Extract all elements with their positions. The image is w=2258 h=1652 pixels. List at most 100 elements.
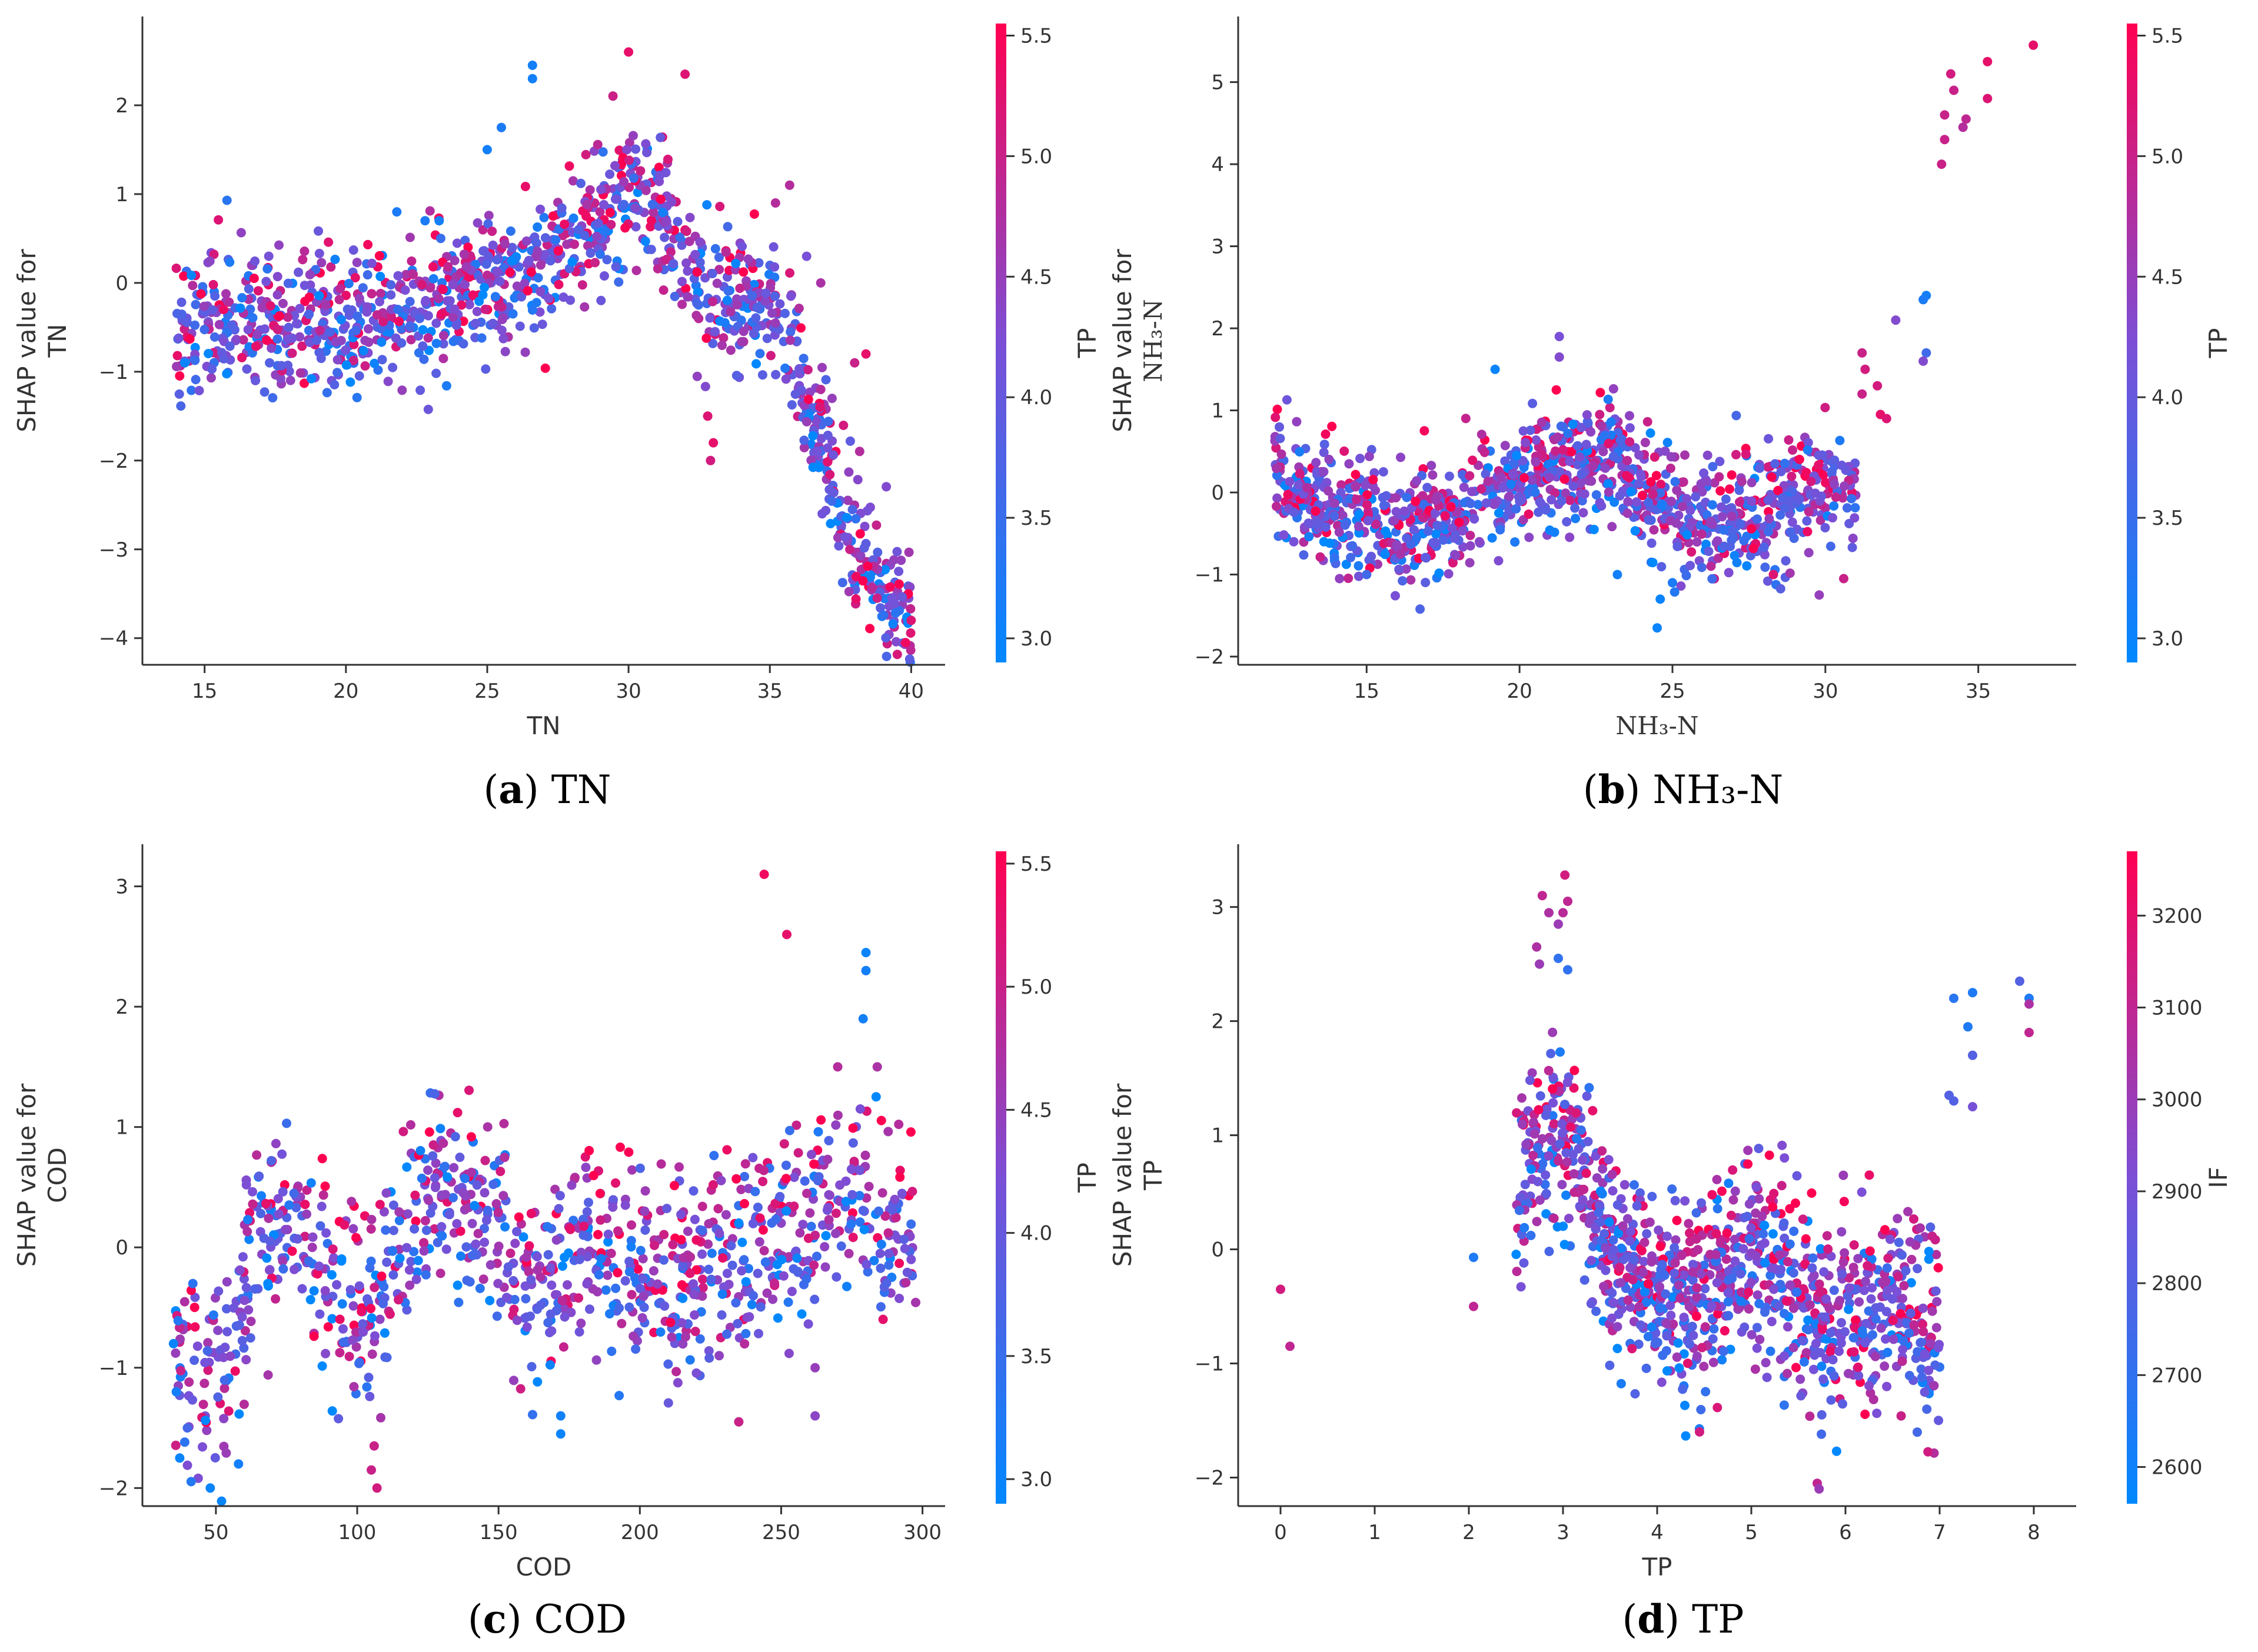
data-point — [1815, 1287, 1825, 1297]
data-point — [193, 1473, 203, 1483]
data-point — [1853, 1363, 1863, 1372]
data-point — [1568, 419, 1578, 429]
data-point — [1924, 1254, 1934, 1264]
data-point — [658, 208, 668, 218]
data-point — [526, 1275, 536, 1285]
data-point — [507, 256, 517, 266]
data-point — [734, 1417, 744, 1427]
data-point — [678, 1261, 688, 1271]
data-point — [890, 608, 900, 618]
data-point — [1933, 1343, 1943, 1353]
data-point — [1465, 471, 1475, 481]
data-point — [1940, 110, 1950, 120]
data-point — [315, 325, 325, 335]
data-point — [1500, 456, 1510, 466]
data-point — [890, 1194, 900, 1204]
data-point — [640, 237, 650, 246]
data-point — [697, 1225, 707, 1235]
data-point — [678, 1339, 688, 1349]
data-point — [1605, 1360, 1615, 1370]
data-point — [824, 1190, 834, 1200]
data-point — [1730, 1256, 1740, 1266]
data-point — [1568, 481, 1578, 491]
data-point — [656, 1159, 666, 1169]
data-point — [1764, 1150, 1774, 1160]
data-point — [659, 1255, 669, 1265]
data-point — [418, 325, 428, 335]
data-point — [268, 393, 278, 403]
data-point — [437, 309, 446, 319]
data-point — [237, 1335, 247, 1345]
data-point — [1881, 1334, 1891, 1344]
data-point — [558, 292, 568, 302]
data-point — [1628, 1275, 1638, 1285]
data-point — [1678, 1384, 1688, 1394]
data-point — [1541, 1110, 1551, 1120]
data-point — [1777, 1140, 1787, 1150]
data-point — [1615, 491, 1625, 501]
data-point — [1835, 435, 1845, 445]
data-point — [1916, 1223, 1925, 1233]
data-point — [906, 604, 916, 614]
data-point — [590, 258, 600, 268]
data-point — [897, 1188, 907, 1198]
data-point — [428, 1140, 438, 1150]
data-point — [1354, 528, 1364, 538]
data-point — [405, 1280, 415, 1290]
data-point — [526, 1311, 536, 1321]
data-point — [199, 325, 209, 335]
data-point — [1640, 1237, 1650, 1247]
data-point — [338, 1324, 348, 1334]
data-point — [1348, 541, 1358, 551]
data-point — [1788, 1343, 1798, 1353]
data-point — [740, 1199, 749, 1208]
data-point — [1670, 1243, 1680, 1253]
data-point — [1803, 527, 1813, 537]
data-point — [735, 284, 745, 293]
data-point — [172, 351, 182, 361]
data-point — [1857, 1326, 1867, 1335]
data-point — [376, 324, 386, 334]
data-point — [1576, 422, 1586, 432]
data-point — [1857, 1187, 1867, 1197]
data-point — [1717, 512, 1727, 522]
data-point — [714, 1228, 724, 1238]
data-point — [434, 216, 444, 226]
data-point — [799, 442, 809, 452]
data-point — [207, 364, 217, 374]
data-point — [1682, 530, 1692, 540]
data-point — [906, 1219, 916, 1229]
data-point — [829, 450, 838, 460]
data-point — [1601, 1265, 1611, 1275]
x-tick-label: 35 — [1966, 680, 1991, 703]
data-point — [582, 1207, 592, 1217]
data-point — [1381, 526, 1391, 536]
data-point — [570, 239, 579, 249]
data-point — [827, 496, 837, 506]
data-point — [394, 1215, 404, 1225]
data-point — [283, 278, 293, 288]
data-point — [425, 206, 435, 216]
data-point — [676, 1235, 686, 1245]
data-point — [234, 1459, 244, 1469]
data-point — [443, 1172, 453, 1182]
data-point — [1591, 490, 1601, 500]
data-point — [1511, 504, 1521, 514]
data-point — [317, 1154, 327, 1164]
data-point — [234, 1320, 244, 1330]
data-point — [1662, 1231, 1672, 1241]
data-point — [880, 1211, 890, 1221]
data-point — [894, 1258, 904, 1268]
data-point — [1430, 508, 1440, 518]
data-point — [661, 217, 671, 227]
data-point — [203, 1338, 213, 1348]
data-point — [743, 254, 753, 264]
data-point — [826, 519, 836, 528]
data-point — [1888, 1334, 1898, 1344]
data-point — [771, 369, 781, 379]
data-point — [611, 1178, 620, 1188]
data-point — [598, 147, 608, 157]
data-point — [781, 1174, 791, 1184]
data-point — [585, 185, 595, 195]
y-tick-label: 1 — [1211, 399, 1224, 423]
